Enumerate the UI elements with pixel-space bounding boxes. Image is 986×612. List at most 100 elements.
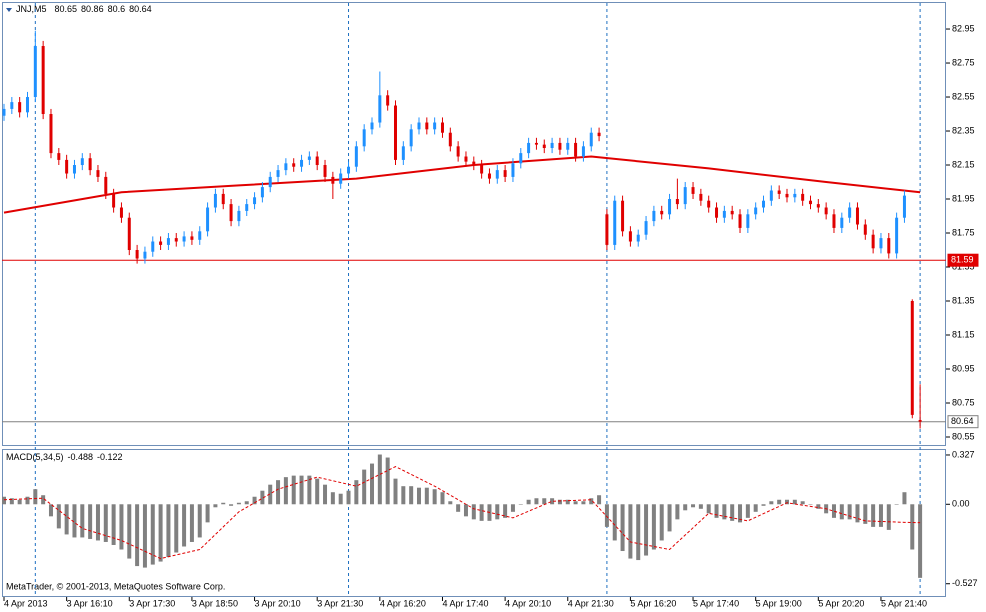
candle-body <box>566 142 570 150</box>
macd-bar <box>189 504 194 542</box>
candle-body <box>213 193 217 208</box>
macd-bar <box>448 501 453 505</box>
macd-bar <box>323 484 328 505</box>
candle-body <box>49 114 53 154</box>
candle-body <box>104 176 108 194</box>
macd-bar <box>111 504 116 545</box>
candle-body <box>112 193 116 208</box>
candle-body <box>871 234 875 249</box>
macd-bar <box>150 504 155 565</box>
candle-body <box>10 102 14 109</box>
macd-bar <box>800 501 805 505</box>
macd-bar <box>604 504 609 527</box>
candle-body <box>378 95 382 123</box>
candle-body <box>910 301 914 415</box>
macd-bar <box>738 504 743 523</box>
candle-body <box>96 170 100 177</box>
candle-body <box>597 132 601 137</box>
macd-bar <box>393 478 398 505</box>
macd-bar <box>722 504 727 520</box>
price-level-box <box>947 415 979 429</box>
candle-body <box>448 132 452 147</box>
candle-body <box>581 146 585 157</box>
macd-bar <box>103 504 108 542</box>
candle-body <box>394 105 397 160</box>
macd-bar <box>745 504 750 518</box>
x-tick-label: 5 Apr 19:00 <box>756 598 802 608</box>
candle-body <box>848 207 852 218</box>
candle-body <box>879 238 883 249</box>
macd-bar <box>17 499 22 505</box>
macd-bar <box>315 478 320 505</box>
candle-body <box>65 159 69 174</box>
x-tick-label: 3 Apr 16:10 <box>67 598 113 608</box>
candle-body <box>190 236 194 240</box>
candle-body <box>683 187 687 205</box>
x-tick-label: 4 Apr 16:20 <box>380 598 426 608</box>
macd-bar <box>628 504 633 559</box>
candle-body <box>863 224 867 235</box>
candle-body <box>628 231 632 242</box>
price-level-label: 80.64 <box>951 416 974 426</box>
macd-bar <box>651 504 656 550</box>
candle-body <box>331 176 335 184</box>
macd-bar <box>440 492 445 505</box>
candle-body <box>887 238 891 254</box>
candle-body <box>362 129 366 147</box>
candle-body <box>691 187 695 194</box>
macd-bar <box>886 504 891 530</box>
candle-body <box>503 170 507 177</box>
macd-bar <box>612 504 617 541</box>
macd-bar <box>119 504 124 550</box>
candle-body <box>746 214 750 228</box>
candle-body <box>323 165 327 177</box>
y-tick-label: 81.75 <box>952 227 975 237</box>
price-panel-frame <box>2 2 946 446</box>
macd-bar <box>878 504 883 527</box>
candle-body <box>268 176 272 188</box>
dropdown-icon[interactable] <box>6 8 12 12</box>
candle-body <box>824 207 828 215</box>
candle-body <box>840 217 844 228</box>
x-tick-label: 4 Apr 17:40 <box>442 598 488 608</box>
macd-bar <box>816 504 821 509</box>
candle-body <box>159 241 163 245</box>
macd-bar <box>792 499 797 505</box>
candle-body <box>284 163 288 171</box>
macd-bar <box>338 493 343 505</box>
macd-bar <box>542 498 547 505</box>
candle-body <box>621 200 625 232</box>
candle-body <box>119 207 123 218</box>
macd-bar <box>573 501 578 505</box>
candle-body <box>151 241 155 252</box>
macd-bar <box>769 501 774 505</box>
candle-body <box>495 170 499 179</box>
macd-bar <box>291 475 296 505</box>
macd-bar <box>777 499 782 505</box>
candle-body <box>542 144 546 149</box>
candle-body <box>480 165 484 174</box>
macd-bar <box>808 504 813 505</box>
y-tick-label: 82.75 <box>952 57 975 67</box>
candle-body <box>895 217 899 254</box>
candle-body <box>777 190 781 194</box>
candle-body <box>660 210 664 215</box>
macd-bar <box>518 504 523 505</box>
macd-bar <box>158 504 163 562</box>
x-tick-label: 3 Apr 21:30 <box>317 598 363 608</box>
macd-panel-frame <box>2 449 946 597</box>
price-header: JNJ,M5 80.65 80.86 80.6 80.64 <box>16 4 152 14</box>
candle-body <box>370 122 374 130</box>
macd-bar <box>221 502 226 505</box>
copyright: MetaTrader, © 2001-2013, MetaQuotes Soft… <box>6 581 225 591</box>
candle-body <box>636 234 640 242</box>
macd-bar <box>48 504 53 517</box>
candle-body <box>464 156 468 162</box>
macd-bar <box>213 504 218 508</box>
macd-bar <box>894 504 899 505</box>
candle-body <box>722 210 726 218</box>
candle-body <box>253 197 257 205</box>
candle-body <box>433 122 437 130</box>
